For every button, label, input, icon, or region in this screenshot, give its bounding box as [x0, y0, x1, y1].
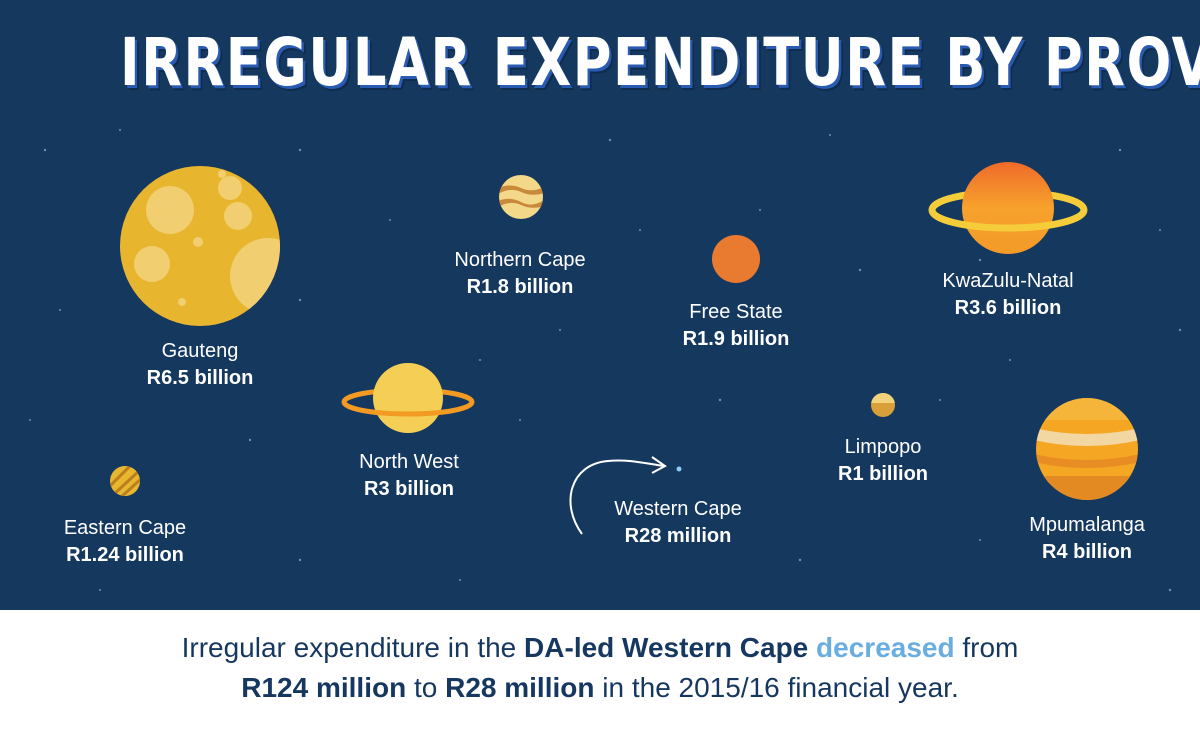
province-name: Limpopo	[844, 436, 922, 458]
footer-emphasis: R28 million	[445, 672, 595, 703]
province-name: Eastern Cape	[63, 517, 187, 539]
province-value: R1.9 billion	[682, 328, 790, 350]
kwazulu-natal-label: KwaZulu-Natal R3.6 billion	[898, 268, 1118, 322]
footer-emphasis: DA-led Western Cape	[524, 632, 809, 663]
north-west-label: North West R3 billion	[299, 449, 519, 503]
mpumalanga-label: Mpumalanga R4 billion	[977, 512, 1197, 566]
footer-line-1: Irregular expenditure in the DA-led West…	[0, 610, 1200, 668]
province-value: R1.8 billion	[466, 276, 574, 298]
province-name: Western Cape	[614, 498, 742, 520]
footer-line-2: R124 million to R28 million in the 2015/…	[0, 668, 1200, 708]
footer-text: to	[406, 672, 446, 703]
western-cape-arrow-icon	[569, 456, 667, 535]
north-west-planet-icon	[341, 363, 475, 433]
footer-text	[808, 632, 816, 663]
gauteng-label: Gauteng R6.5 billion	[90, 338, 310, 392]
northern-cape-label: Northern Cape R1.8 billion	[410, 247, 630, 301]
footer-emphasis: R124 million	[241, 672, 407, 703]
starfield	[29, 129, 1182, 592]
eastern-cape-planet-icon	[110, 466, 140, 496]
province-name: Gauteng	[161, 340, 239, 362]
province-name: KwaZulu-Natal	[942, 270, 1074, 292]
eastern-cape-label: Eastern Cape R1.24 billion	[15, 515, 235, 569]
province-name: Free State	[689, 301, 783, 323]
footer-highlight: decreased	[816, 632, 955, 663]
province-value: R3.6 billion	[954, 297, 1062, 319]
footer-text: from	[954, 632, 1019, 663]
free-state-label: Free State R1.9 billion	[626, 299, 846, 353]
province-name: Northern Cape	[454, 249, 586, 271]
mpumalanga-planet-icon	[1036, 398, 1138, 500]
footer-text: in the 2015/16 financial year.	[594, 672, 959, 703]
kwazulu-natal-planet-icon	[928, 162, 1088, 254]
limpopo-planet-icon	[871, 393, 895, 417]
province-value: R1.24 billion	[66, 544, 184, 566]
page-title: IRREGULAR EXPENDITURE BY PROVINCE	[120, 24, 1200, 101]
northern-cape-planet-icon	[499, 175, 543, 219]
free-state-planet-icon	[712, 235, 760, 283]
province-value: R4 billion	[1042, 541, 1132, 563]
western-cape-label: Western Cape R28 million	[568, 496, 788, 550]
province-name: Mpumalanga	[1029, 514, 1145, 536]
province-value: R6.5 billion	[146, 367, 254, 389]
province-value: R1 billion	[838, 463, 928, 485]
western-cape-dot	[676, 466, 682, 472]
limpopo-label: Limpopo R1 billion	[773, 434, 993, 488]
footer-text: Irregular expenditure in the	[181, 632, 525, 663]
province-value: R3 billion	[364, 478, 454, 500]
footer-caption: Irregular expenditure in the DA-led West…	[0, 610, 1200, 730]
province-name: North West	[359, 451, 459, 473]
space-background: IRREGULAR EXPENDITURE BY PROVINCE Gauten…	[0, 0, 1200, 610]
province-value: R28 million	[624, 525, 732, 547]
gauteng-planet-icon	[120, 166, 280, 326]
